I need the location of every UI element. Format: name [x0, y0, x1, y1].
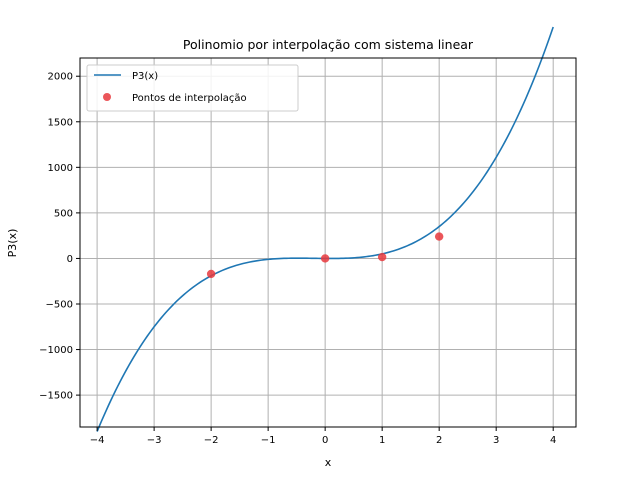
x-tick-label: −2 — [204, 435, 219, 446]
series-layer — [96, 26, 554, 432]
plot-frame — [79, 57, 577, 428]
x-tick-label: −1 — [261, 435, 276, 446]
x-tick-label: 2 — [436, 435, 442, 446]
y-tick-label: −1000 — [39, 345, 73, 356]
interpolation-point — [320, 254, 330, 263]
y-tick-label: 1500 — [48, 117, 73, 128]
interpolation-point — [206, 269, 216, 279]
chart-title: Polinomio por interpolação com sistema l… — [183, 37, 474, 52]
x-tick-label: 1 — [379, 435, 385, 446]
y-tick-label: −1500 — [39, 391, 73, 402]
x-axis-label: x — [325, 456, 332, 469]
legend-label-line: P3(x) — [132, 71, 158, 82]
x-tick-label: 3 — [493, 435, 499, 446]
y-tick-label: 500 — [54, 208, 73, 219]
legend-point-swatch — [103, 93, 111, 101]
legend: P3(x) Pontos de interpolação — [86, 64, 299, 112]
interpolation-point — [434, 232, 444, 241]
y-tick-label: 0 — [67, 254, 73, 265]
x-axis: −4 −3 −2 −1 0 1 2 3 4 — [90, 427, 556, 446]
x-tick-label: 4 — [550, 435, 556, 446]
y-tick-label: 2000 — [48, 72, 73, 83]
grid — [80, 58, 576, 427]
y-tick-label: −500 — [46, 300, 73, 311]
y-axis: −1500 −1000 −500 0 500 1000 1500 2000 — [39, 72, 80, 402]
legend-box — [86, 64, 299, 112]
legend-label-points: Pontos de interpolação — [132, 93, 247, 104]
y-tick-label: 1000 — [48, 163, 73, 174]
x-tick-label: 0 — [322, 435, 328, 446]
x-tick-label: −4 — [90, 435, 105, 446]
y-axis-label: P3(x) — [6, 229, 19, 258]
interpolation-point — [377, 252, 387, 262]
x-tick-label: −3 — [147, 435, 162, 446]
